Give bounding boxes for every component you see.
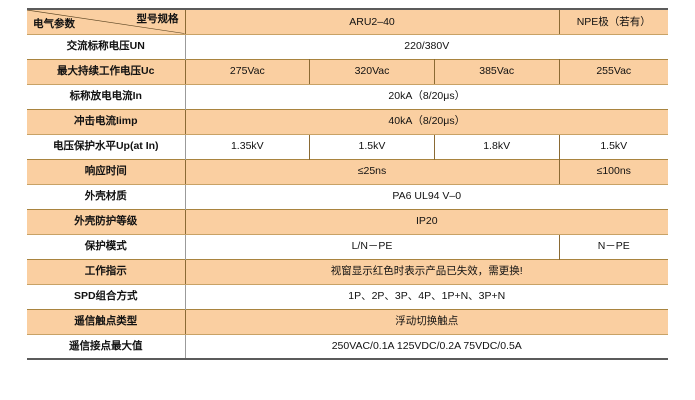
table-body: 型号规格 电气参数 ARU2–40 NPE极（若有） 交流标称电压UN 220/… (27, 8, 668, 359)
table-row: 最大持续工作电压Uc 275Vac 320Vac 385Vac 255Vac (27, 58, 668, 85)
row-label: 外壳防护等级 (27, 208, 186, 235)
row-value: IP20 (185, 208, 668, 235)
row-value: N－PE (559, 234, 668, 259)
row-value: L/N－PE (185, 234, 560, 259)
table-row: 标称放电电流In 20kA（8/20μs） (27, 84, 668, 109)
row-value: ≤25ns (185, 158, 560, 185)
table-row: 响应时间 ≤25ns ≤100ns (27, 158, 668, 185)
row-label: 电压保护水平Up(at In) (27, 134, 186, 159)
row-value: ≤100ns (559, 158, 668, 185)
row-label: 标称放电电流In (27, 84, 186, 109)
row-value: 1.5kV (309, 134, 435, 159)
corner-header-cell: 型号规格 电气参数 (27, 8, 186, 35)
row-label: 保护模式 (27, 234, 186, 259)
row-label: 冲击电流Iimp (27, 108, 186, 135)
table-row: 冲击电流Iimp 40kA（8/20μs） (27, 108, 668, 135)
row-value: 40kA（8/20μs） (185, 108, 668, 135)
row-value: 255Vac (559, 58, 668, 85)
header-model-cell: ARU2–40 (185, 8, 559, 35)
table-header-row: 型号规格 电气参数 ARU2–40 NPE极（若有） (27, 8, 668, 35)
row-value: 320Vac (309, 58, 435, 85)
row-label: 工作指示 (27, 258, 186, 285)
table-row: 遥信触点类型 浮动切换触点 (27, 308, 668, 335)
table-row: SPD组合方式 1P、2P、3P、4P、1P+N、3P+N (27, 284, 668, 309)
row-value: 视窗显示红色时表示产品已失效，需更换! (185, 258, 668, 285)
row-value: 1.5kV (559, 134, 668, 159)
row-value: 1.8kV (434, 134, 560, 159)
row-value: 250VAC/0.1A 125VDC/0.2A 75VDC/0.5A (185, 334, 668, 359)
table-row: 遥信接点最大值 250VAC/0.1A 125VDC/0.2A 75VDC/0.… (27, 334, 668, 359)
row-value: 385Vac (434, 58, 560, 85)
row-label: 遥信触点类型 (27, 308, 186, 335)
row-label: 最大持续工作电压Uc (27, 58, 186, 85)
row-value: 20kA（8/20μs） (185, 84, 668, 109)
row-label: 遥信接点最大值 (27, 334, 186, 359)
table-row: 外壳防护等级 IP20 (27, 208, 668, 235)
row-value: PA6 UL94 V–0 (185, 184, 668, 209)
table-row: 电压保护水平Up(at In) 1.35kV 1.5kV 1.8kV 1.5kV (27, 134, 668, 159)
row-label: 响应时间 (27, 158, 186, 185)
table-row: 外壳材质 PA6 UL94 V–0 (27, 184, 668, 209)
row-label: 外壳材质 (27, 184, 186, 209)
corner-parameter-label: 电气参数 (33, 18, 75, 31)
row-value: 1P、2P、3P、4P、1P+N、3P+N (185, 284, 668, 309)
row-value: 浮动切换触点 (185, 308, 668, 335)
row-value: 220/380V (185, 34, 668, 59)
table-row: 交流标称电压UN 220/380V (27, 34, 668, 59)
row-label: 交流标称电压UN (27, 34, 186, 59)
row-value: 1.35kV (185, 134, 311, 159)
corner-model-label: 型号规格 (136, 13, 179, 25)
specification-table: 型号规格 电气参数 ARU2–40 NPE极（若有） 交流标称电压UN 220/… (27, 8, 668, 360)
row-value: 275Vac (185, 58, 311, 85)
header-npe-cell: NPE极（若有） (558, 8, 668, 35)
row-label: SPD组合方式 (27, 284, 186, 309)
table-row: 工作指示 视窗显示红色时表示产品已失效，需更换! (27, 258, 668, 285)
table-row: 保护模式 L/N－PE N－PE (27, 234, 668, 259)
